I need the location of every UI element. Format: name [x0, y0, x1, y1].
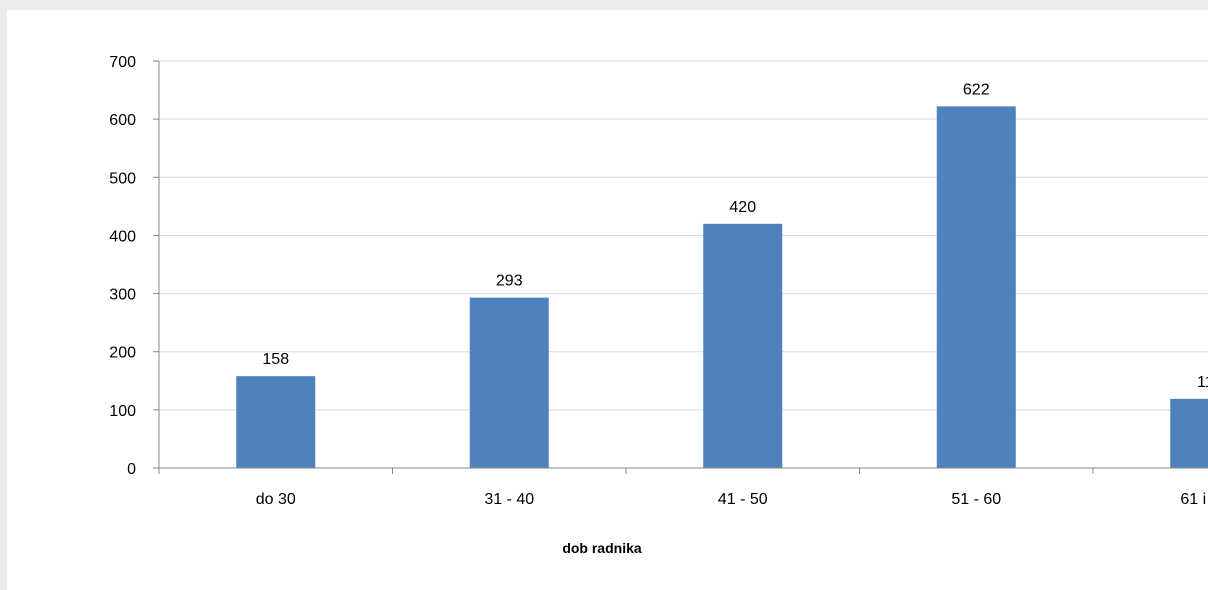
data-labels: 158 293 420 622 119 [262, 81, 1208, 390]
x-axis-title: dob radnika [562, 540, 642, 556]
axes: 0 100 200 300 400 500 600 700 do 30 31 - 40 41 - 5… [109, 54, 1208, 508]
data-label: 420 [729, 199, 756, 216]
x-tick-label: 51 - 60 [951, 491, 1001, 508]
bar [936, 106, 1016, 468]
y-tick-label: 500 [109, 170, 136, 187]
bar [236, 376, 316, 468]
bar [1170, 398, 1208, 468]
data-label: 293 [496, 273, 523, 290]
bars [236, 106, 1208, 468]
bar [469, 297, 549, 468]
data-label: 622 [963, 81, 990, 98]
y-tick-label: 700 [109, 54, 136, 71]
gridlines [159, 60, 1208, 411]
y-tick-label: 200 [109, 345, 136, 362]
x-tick-label: 31 - 40 [484, 491, 534, 508]
bar [703, 223, 783, 468]
y-tick-label: 600 [109, 112, 136, 129]
x-tick-label: 41 - 50 [718, 491, 768, 508]
data-label: 158 [262, 351, 289, 368]
y-tick-label: 300 [109, 287, 136, 304]
data-label: 119 [1197, 374, 1208, 391]
y-tick-label: 100 [109, 403, 136, 420]
y-tick-label: 400 [109, 228, 136, 245]
x-tick-label: do 30 [256, 491, 296, 508]
y-tick-label: 0 [127, 461, 136, 478]
x-tick-label: 61 i više [1180, 491, 1208, 508]
